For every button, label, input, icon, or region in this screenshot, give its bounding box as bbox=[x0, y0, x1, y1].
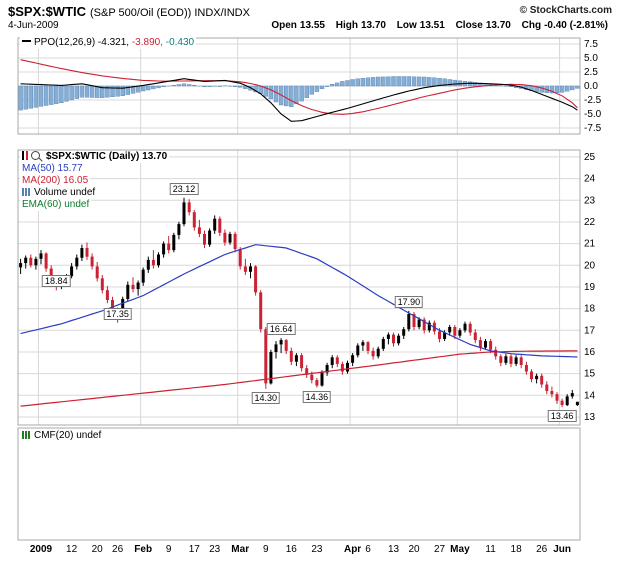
cmf-legend: CMF(20) undef bbox=[20, 430, 104, 442]
ppo-lines-layer bbox=[20, 59, 578, 122]
price-chart-svg: 7.5 5.0 2.5 0.0 -2.5 -5.0 -7.5 25 24 23 22 21 20 19 18… bbox=[17, 37, 602, 555]
ppo-axis-tick: -2.5 bbox=[584, 95, 602, 106]
x-axis-tick: 13 bbox=[388, 544, 400, 555]
quote-row: 4-Jun-2009 Open 13.55 High 13.70 Low 13.51 … bbox=[8, 20, 608, 31]
low-value: 13.51 bbox=[419, 20, 445, 31]
price-annotation: 17.35 bbox=[103, 307, 132, 320]
close-label: Close bbox=[455, 20, 483, 31]
x-axis-labels: 2009 12 20 26 Feb 9 17 23 Mar 9 16 23 Apr 6 13 20 27 May 1… bbox=[30, 544, 571, 555]
open-value: 13.55 bbox=[299, 20, 325, 31]
volume-line: Volume undef bbox=[20, 187, 98, 199]
cmf-area-icon bbox=[22, 431, 31, 439]
price-axis-tick: 16 bbox=[584, 347, 596, 358]
price-axis-tick: 13 bbox=[584, 412, 596, 423]
x-axis-tick: 11 bbox=[485, 544, 496, 555]
volume-label: Volume undef bbox=[34, 187, 96, 198]
quote-date: 4-Jun-2009 bbox=[8, 20, 59, 31]
candlestick-icon bbox=[22, 151, 29, 160]
low-label: Low bbox=[396, 20, 417, 31]
main-legend: $SPX:$WTIC (Daily) 13.70 MA(50) 15.77 MA… bbox=[20, 151, 170, 211]
price-axis-tick: 25 bbox=[584, 152, 596, 163]
ppo-signal-value: -3.890, bbox=[131, 37, 163, 48]
x-axis-tick: Jun bbox=[553, 544, 571, 555]
price-annotation: 14.36 bbox=[302, 390, 332, 403]
price-axis-tick: 20 bbox=[584, 260, 596, 271]
chg-value: -0.40 (-2.81%) bbox=[544, 20, 608, 31]
x-axis-tick: 23 bbox=[209, 544, 221, 555]
x-axis-tick: 16 bbox=[286, 544, 298, 555]
x-axis-tick: 20 bbox=[92, 544, 104, 555]
price-axis-tick: 14 bbox=[584, 390, 596, 401]
ppo-histogram-layer bbox=[18, 76, 580, 111]
x-axis-tick: 2009 bbox=[30, 544, 53, 555]
ma50-label: MA(50) 15.77 bbox=[20, 163, 85, 175]
price-axis-tick: 22 bbox=[584, 217, 596, 228]
main-symbol-line: $SPX:$WTIC (Daily) 13.70 bbox=[20, 151, 170, 163]
ppo-label: PPO(12,26,9) -4.321, bbox=[34, 37, 130, 48]
ppo-axis-tick: 5.0 bbox=[584, 53, 598, 64]
x-axis-tick: 26 bbox=[536, 544, 548, 555]
ppo-axis-tick: -5.0 bbox=[584, 109, 602, 120]
ppo-histogram-value: -0.430 bbox=[165, 37, 195, 48]
x-axis-tick: 20 bbox=[408, 544, 420, 555]
volume-histogram-icon bbox=[22, 188, 31, 196]
price-axis-tick: 24 bbox=[584, 174, 596, 185]
ppo-axis-tick: 7.5 bbox=[584, 39, 598, 50]
x-axis-tick: Apr bbox=[344, 544, 361, 555]
x-axis-tick: Mar bbox=[231, 544, 249, 555]
x-axis-tick: 12 bbox=[66, 544, 78, 555]
main-symbol-label: $SPX:$WTIC (Daily) 13.70 bbox=[46, 151, 168, 162]
grid-layer bbox=[18, 38, 580, 425]
x-axis-tick: 17 bbox=[189, 544, 201, 555]
cmf-label: CMF(20) undef bbox=[34, 430, 102, 441]
copyright-label: © StockCharts.com bbox=[519, 5, 612, 16]
ppo-axis-tick: -7.5 bbox=[584, 123, 602, 134]
zoom-icon bbox=[31, 151, 40, 160]
ema60-label: EMA(60) undef bbox=[20, 199, 92, 211]
price-axis-tick: 18 bbox=[584, 304, 596, 315]
symbol-title: $SPX:$WTIC bbox=[8, 4, 87, 19]
ppo-axis-tick: 2.5 bbox=[584, 67, 598, 78]
y-axis-labels: 7.5 5.0 2.5 0.0 -2.5 -5.0 -7.5 25 24 23 22 21 20 19 18… bbox=[584, 39, 602, 423]
x-axis-tick: 6 bbox=[365, 544, 371, 555]
ppo-line-icon bbox=[22, 40, 31, 43]
price-annotation: 14.30 bbox=[251, 391, 281, 404]
high-label: High bbox=[335, 20, 358, 31]
price-annotation: 18.84 bbox=[42, 275, 71, 288]
price-axis-tick: 15 bbox=[584, 369, 596, 380]
quote-values: Open 13.55 High 13.70 Low 13.51 Close 13.70 … bbox=[263, 20, 608, 31]
panel-backgrounds bbox=[18, 38, 580, 540]
x-axis-tick: 9 bbox=[263, 544, 269, 555]
x-axis-tick: 26 bbox=[112, 544, 124, 555]
price-annotation: 16.64 bbox=[266, 323, 296, 336]
ppo-legend: PPO(12,26,9) -4.321, -3.890, -0.430 bbox=[20, 37, 197, 49]
x-axis-tick: 27 bbox=[434, 544, 446, 555]
ma200-label: MA(200) 16.05 bbox=[20, 175, 91, 187]
chg-label: Chg bbox=[521, 20, 542, 31]
price-axis-tick: 17 bbox=[584, 325, 596, 336]
price-axis-tick: 21 bbox=[584, 239, 596, 250]
x-axis-tick: Feb bbox=[134, 544, 152, 555]
x-axis-tick: 18 bbox=[511, 544, 523, 555]
panel-borders bbox=[17, 37, 581, 541]
open-label: Open bbox=[271, 20, 297, 31]
price-annotation: 23.12 bbox=[169, 182, 199, 195]
close-value: 13.70 bbox=[485, 20, 511, 31]
high-value: 13.70 bbox=[360, 20, 386, 31]
price-axis-tick: 23 bbox=[584, 195, 596, 206]
price-annotation: 17.90 bbox=[394, 295, 424, 308]
price-axis-tick: 19 bbox=[584, 282, 596, 293]
x-axis-tick: May bbox=[450, 544, 470, 555]
ppo-axis-tick: 0.0 bbox=[584, 81, 598, 92]
moving-average-layer bbox=[20, 244, 578, 407]
price-annotation: 13.46 bbox=[547, 410, 577, 422]
chart-header: $SPX:$WTIC (S&P 500/Oil (EOD)) INDX/INDX … bbox=[8, 3, 612, 19]
symbol-description: (S&P 500/Oil (EOD)) INDX/INDX bbox=[90, 7, 250, 19]
x-axis-tick: 9 bbox=[166, 544, 172, 555]
x-axis-tick: 23 bbox=[311, 544, 323, 555]
